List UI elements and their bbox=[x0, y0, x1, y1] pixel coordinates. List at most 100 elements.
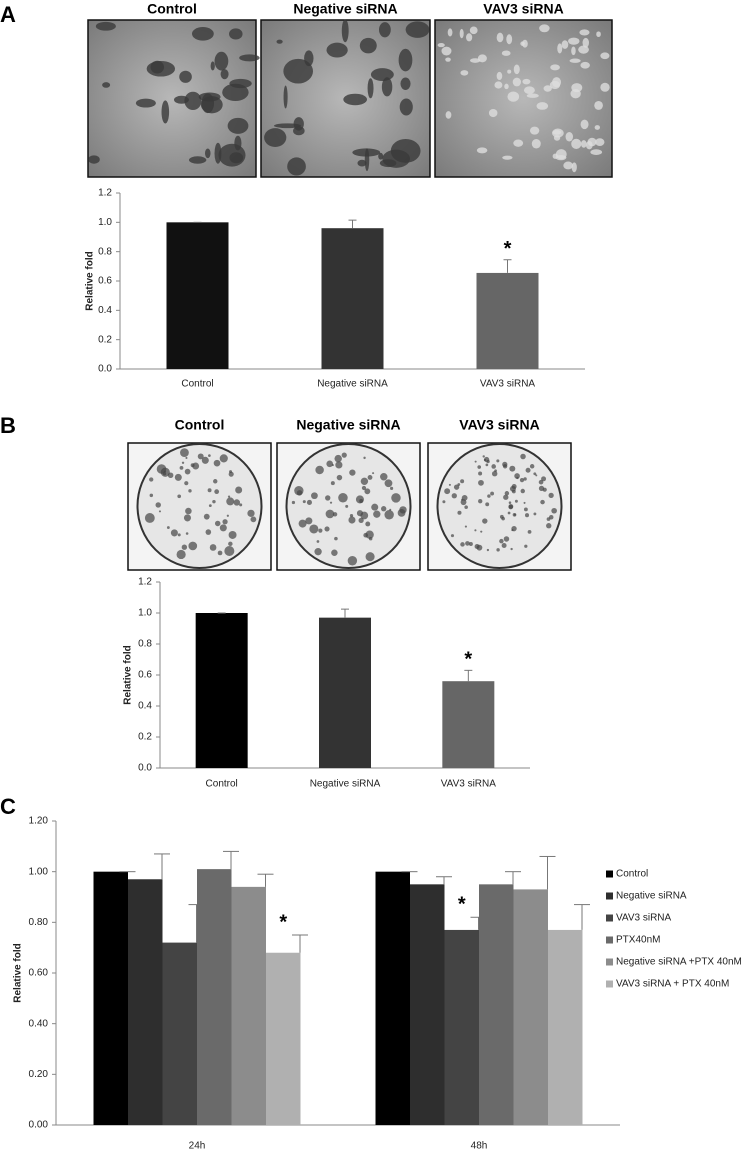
image-texture bbox=[571, 46, 576, 56]
image-texture bbox=[524, 544, 528, 548]
image-texture bbox=[349, 469, 356, 476]
image-caption: VAV3 siRNA bbox=[483, 1, 563, 17]
legend-swatch bbox=[606, 980, 613, 988]
image-texture bbox=[546, 523, 552, 529]
image-texture bbox=[476, 544, 483, 551]
image-texture bbox=[483, 456, 490, 463]
image-texture bbox=[381, 506, 387, 512]
y-tick-label: 1.2 bbox=[138, 577, 152, 588]
image-texture bbox=[229, 78, 252, 89]
image-texture bbox=[494, 469, 497, 473]
image-caption: Control bbox=[147, 1, 197, 17]
image-texture bbox=[506, 34, 513, 45]
image-texture bbox=[485, 463, 489, 467]
image-texture bbox=[150, 60, 165, 74]
image-texture bbox=[373, 510, 381, 518]
image-texture bbox=[227, 117, 249, 134]
image-texture bbox=[389, 508, 392, 511]
image-texture bbox=[227, 495, 231, 498]
image-texture bbox=[208, 454, 211, 457]
x-tick-label: VAV3 siRNA bbox=[480, 379, 536, 390]
image-texture bbox=[529, 464, 535, 469]
bar bbox=[93, 871, 128, 1125]
y-tick-label: 0.8 bbox=[98, 246, 112, 257]
image-texture bbox=[239, 503, 243, 507]
image-texture bbox=[445, 57, 451, 62]
image-texture bbox=[399, 98, 413, 116]
image-texture bbox=[224, 546, 235, 557]
significance-mark: * bbox=[504, 238, 512, 260]
y-tick-label: 0.2 bbox=[98, 334, 112, 345]
image-texture bbox=[561, 40, 569, 49]
image-texture bbox=[250, 516, 257, 523]
image-texture bbox=[585, 141, 593, 150]
image-texture bbox=[294, 485, 304, 496]
image-texture bbox=[548, 492, 554, 499]
image-texture bbox=[332, 512, 338, 517]
image-texture bbox=[343, 93, 368, 106]
bar bbox=[479, 884, 514, 1125]
image-texture bbox=[205, 529, 212, 535]
image-texture bbox=[514, 499, 518, 503]
image-texture bbox=[384, 510, 394, 520]
significance-mark: * bbox=[458, 894, 466, 916]
image-texture bbox=[341, 452, 347, 458]
panel-label: C bbox=[0, 794, 16, 819]
image-texture bbox=[450, 534, 455, 538]
image-texture bbox=[460, 542, 465, 547]
image-texture bbox=[460, 70, 469, 76]
image-texture bbox=[185, 507, 192, 515]
bar bbox=[231, 886, 266, 1125]
image-texture bbox=[359, 499, 364, 503]
image-texture bbox=[525, 513, 530, 518]
image-texture bbox=[329, 501, 333, 504]
image-texture bbox=[359, 37, 377, 54]
image-texture bbox=[557, 43, 563, 54]
image-texture bbox=[283, 58, 313, 84]
image-texture bbox=[368, 536, 373, 541]
image-texture bbox=[541, 476, 547, 482]
image-texture bbox=[348, 516, 356, 524]
image-texture bbox=[381, 77, 393, 97]
image-texture bbox=[365, 521, 371, 527]
image-texture bbox=[158, 510, 162, 513]
bar bbox=[162, 942, 197, 1125]
image-texture bbox=[568, 37, 580, 45]
image-texture bbox=[398, 48, 413, 72]
bar bbox=[319, 617, 371, 768]
image-texture bbox=[485, 502, 490, 507]
legend-swatch bbox=[606, 958, 613, 966]
image-texture bbox=[184, 481, 189, 486]
image-texture bbox=[347, 556, 358, 566]
bar bbox=[128, 879, 163, 1125]
bar bbox=[548, 929, 583, 1125]
image-texture bbox=[229, 28, 243, 40]
image-texture bbox=[239, 54, 260, 62]
image-texture bbox=[482, 518, 488, 524]
image-texture bbox=[600, 82, 610, 92]
image-texture bbox=[527, 529, 532, 534]
image-texture bbox=[365, 552, 375, 562]
y-tick-label: 0.0 bbox=[98, 364, 112, 375]
image-texture bbox=[324, 526, 330, 532]
image-texture bbox=[167, 472, 174, 478]
image-texture bbox=[181, 461, 185, 464]
bar bbox=[195, 613, 248, 768]
image-texture bbox=[214, 489, 220, 495]
image-texture bbox=[507, 91, 520, 102]
bar bbox=[444, 929, 479, 1125]
image-texture bbox=[480, 530, 483, 533]
image-texture bbox=[135, 98, 156, 108]
image-texture bbox=[502, 464, 508, 469]
image-texture bbox=[523, 507, 528, 512]
bar bbox=[442, 681, 495, 768]
image-texture bbox=[399, 506, 407, 514]
legend-label: Negative siRNA bbox=[616, 891, 687, 902]
image-texture bbox=[523, 86, 535, 95]
image-texture bbox=[176, 549, 186, 560]
image-texture bbox=[512, 77, 522, 87]
y-tick-label: 0.6 bbox=[98, 276, 112, 287]
image-texture bbox=[499, 538, 504, 544]
image-texture bbox=[448, 483, 451, 486]
image-texture bbox=[156, 464, 167, 474]
